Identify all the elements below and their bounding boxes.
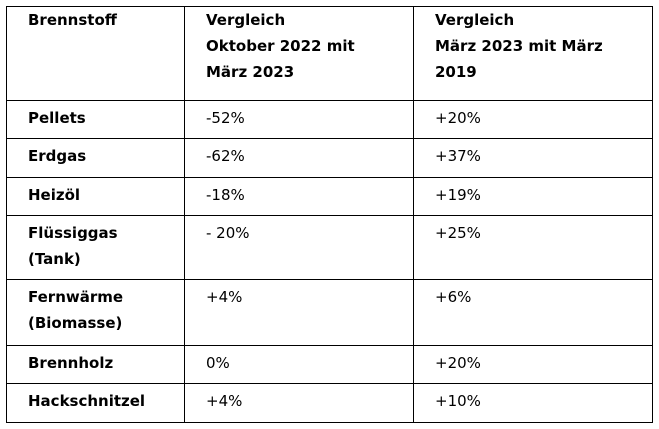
fuel-label-line2: (Tank) bbox=[28, 250, 81, 268]
oct-mar-cell: - 20% bbox=[184, 215, 414, 280]
table-row: Brennholz 0% +20% bbox=[6, 345, 653, 384]
fuel-label-line1: Flüssiggas bbox=[28, 224, 118, 242]
fuel-cell: Flüssiggas (Tank) bbox=[6, 215, 185, 280]
fuel-cell: Fernwärme (Biomasse) bbox=[6, 279, 185, 346]
header-oct-2022-vs-mar-2023: Vergleich Oktober 2022 mit März 2023 bbox=[184, 6, 414, 101]
header-mar-2023-vs-mar-2019: Vergleich März 2023 mit März 2019 bbox=[413, 6, 653, 101]
mar-2019-cell: +19% bbox=[413, 177, 653, 216]
fuel-cell: Hackschnitzel bbox=[6, 383, 185, 423]
table-row: Hackschnitzel +4% +10% bbox=[6, 383, 653, 423]
table-row: Heizöl -18% +19% bbox=[6, 177, 653, 216]
fuel-price-comparison-table: Brennstoff Vergleich Oktober 2022 mit März… bbox=[6, 6, 653, 423]
oct-mar-cell: -62% bbox=[184, 138, 414, 178]
oct-mar-cell: -18% bbox=[184, 177, 414, 216]
table-row: Erdgas -62% +37% bbox=[6, 138, 653, 178]
fuel-cell: Pellets bbox=[6, 100, 185, 139]
mar-2019-cell: +20% bbox=[413, 100, 653, 139]
header-fuel: Brennstoff bbox=[6, 6, 185, 101]
fuel-cell: Erdgas bbox=[6, 138, 185, 178]
oct-mar-cell: +4% bbox=[184, 279, 414, 346]
header-col3-line1: Vergleich bbox=[435, 11, 515, 29]
fuel-label-line1: Fernwärme bbox=[28, 288, 124, 306]
mar-2019-cell: +20% bbox=[413, 345, 653, 384]
table-row: Pellets -52% +20% bbox=[6, 100, 653, 139]
oct-mar-cell: 0% bbox=[184, 345, 414, 384]
oct-mar-cell: -52% bbox=[184, 100, 414, 139]
mar-2019-cell: +25% bbox=[413, 215, 653, 280]
fuel-cell: Brennholz bbox=[6, 345, 185, 384]
header-row: Brennstoff Vergleich Oktober 2022 mit März… bbox=[6, 6, 653, 101]
header-col2-line3: März 2023 bbox=[206, 63, 295, 81]
header-fuel-label: Brennstoff bbox=[28, 11, 117, 29]
header-col3-line3: 2019 bbox=[435, 63, 477, 81]
fuel-label-line2: (Biomasse) bbox=[28, 314, 123, 332]
header-col2-line1: Vergleich bbox=[206, 11, 286, 29]
table-row: Flüssiggas (Tank) - 20% +25% bbox=[6, 215, 653, 280]
table-row: Fernwärme (Biomasse) +4% +6% bbox=[6, 279, 653, 346]
mar-2019-cell: +37% bbox=[413, 138, 653, 178]
mar-2019-cell: +6% bbox=[413, 279, 653, 346]
header-col2-line2: Oktober 2022 mit bbox=[206, 37, 355, 55]
mar-2019-cell: +10% bbox=[413, 383, 653, 423]
fuel-cell: Heizöl bbox=[6, 177, 185, 216]
oct-mar-cell: +4% bbox=[184, 383, 414, 423]
header-col3-line2: März 2023 mit März bbox=[435, 37, 603, 55]
